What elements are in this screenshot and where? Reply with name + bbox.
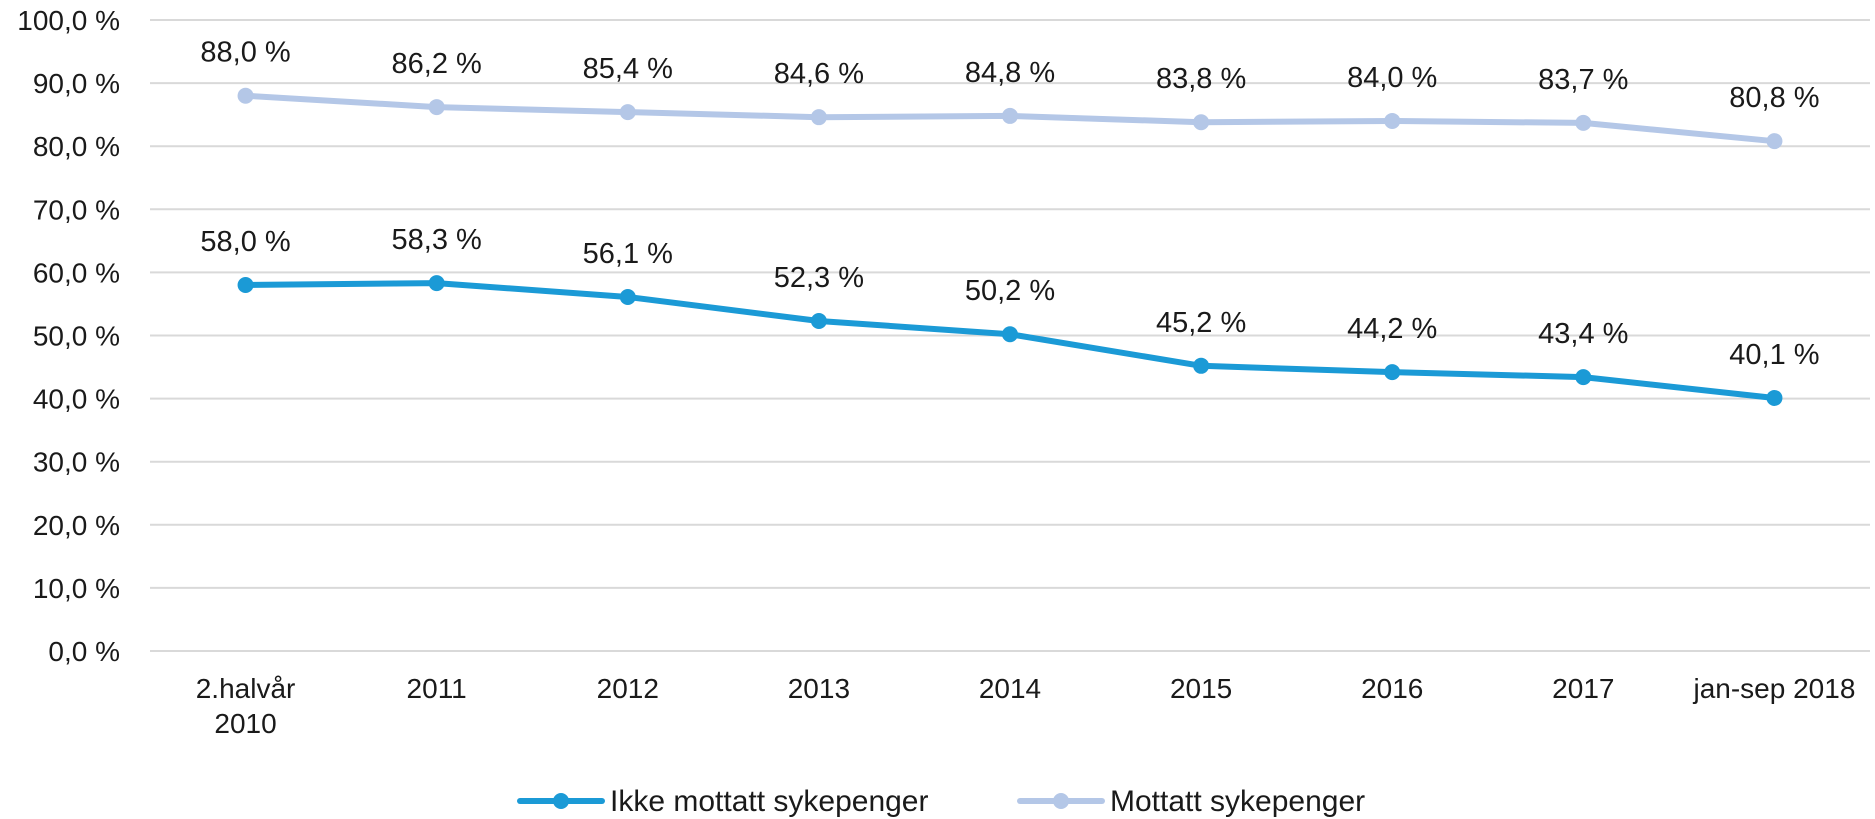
data-point: [1002, 107, 1018, 124]
data-point: [810, 312, 827, 329]
x-tick-label: 2013: [788, 673, 850, 704]
data-point: [1193, 114, 1210, 131]
data-label: 83,8 %: [1156, 63, 1246, 95]
data-label: 45,2 %: [1156, 307, 1246, 339]
data-label: 43,4 %: [1538, 318, 1628, 350]
data-label: 80,8 %: [1729, 82, 1819, 114]
data-point: [1384, 112, 1401, 129]
data-label: 50,2 %: [965, 275, 1055, 307]
legend: Ikke mottatt sykepenger Mottatt sykepenge…: [517, 785, 1365, 818]
legend-label: Mottatt sykepenger: [1110, 785, 1365, 818]
y-tick-label: 90,0 %: [33, 68, 120, 99]
x-tick-label: 2.halvår 2010: [196, 673, 296, 739]
data-label: 85,4 %: [583, 53, 673, 85]
data-point: [1193, 357, 1210, 374]
data-point: [237, 87, 254, 104]
data-point: [237, 277, 254, 294]
y-tick-label: 40,0 %: [33, 384, 120, 415]
y-tick-label: 60,0 %: [33, 257, 120, 288]
x-tick-label: 2014: [979, 673, 1041, 704]
data-label: 58,0 %: [200, 226, 290, 258]
y-tick-label: 50,0 %: [33, 321, 120, 352]
x-tick-label: jan-sep 2018: [1692, 673, 1855, 704]
data-point: [1766, 389, 1783, 406]
data-label: 40,1 %: [1729, 339, 1819, 371]
y-tick-label: 10,0 %: [33, 573, 120, 604]
x-tick-label: 2011: [407, 673, 467, 704]
data-point: [1575, 369, 1592, 386]
y-tick-label: 20,0 %: [33, 510, 120, 541]
x-tick-label: 2017: [1552, 673, 1614, 704]
y-tick-label: 70,0 %: [33, 194, 120, 225]
data-label: 88,0 %: [200, 37, 290, 69]
y-axis-tick-labels: 0,0 % 10,0 % 20,0 % 30,0 % 40,0 % 50,0 % 60,0 …: [17, 5, 120, 667]
data-label: 84,0 %: [1347, 62, 1437, 94]
data-series: [237, 87, 1783, 406]
y-tick-label: 100,0 %: [17, 5, 120, 36]
data-point: [810, 109, 827, 126]
data-label: 44,2 %: [1347, 313, 1437, 345]
x-tick-label: 2015: [1170, 673, 1232, 704]
y-tick-label: 30,0 %: [33, 447, 120, 478]
data-point: [1766, 133, 1783, 150]
data-label: 84,6 %: [774, 58, 864, 90]
y-tick-label: 80,0 %: [33, 131, 120, 162]
data-label: 84,8 %: [965, 57, 1055, 89]
y-tick-label: 0,0 %: [48, 636, 120, 667]
x-tick-label: 2016: [1361, 673, 1423, 704]
data-point: [1002, 326, 1018, 343]
data-label: 56,1 %: [583, 238, 673, 270]
legend-label: Ikke mottatt sykepenger: [610, 785, 929, 818]
data-point: [619, 104, 636, 121]
data-label: 86,2 %: [392, 48, 482, 80]
data-point: [1384, 364, 1401, 381]
x-tick-label: 2012: [597, 673, 659, 704]
x-axis-tick-labels: 2.halvår 2010 2011 2012 2013 2014 2015 2016 2017…: [196, 673, 1856, 739]
data-label: 58,3 %: [392, 224, 482, 256]
data-point: [428, 275, 445, 292]
data-point: [619, 289, 636, 306]
legend-marker: [1053, 793, 1069, 809]
data-label: 83,7 %: [1538, 64, 1628, 96]
data-point: [428, 99, 445, 116]
data-point: [1575, 114, 1592, 131]
legend-marker: [553, 793, 569, 809]
data-labels: 88,0 % 86,2 % 85,4 % 84,6 % 84,8 % 83,8 % 84,0…: [200, 37, 1819, 371]
data-label: 52,3 %: [774, 262, 864, 294]
